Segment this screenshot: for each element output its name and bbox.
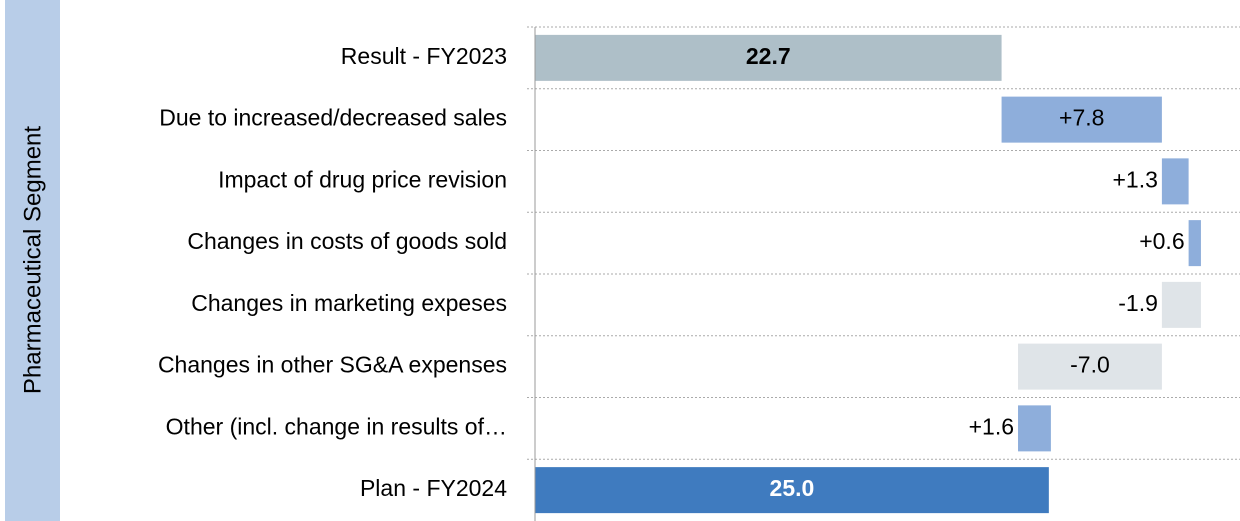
category-label: Changes in costs of goods sold bbox=[187, 228, 507, 254]
category-label: Impact of drug price revision bbox=[218, 166, 507, 192]
category-label: Changes in marketing expeses bbox=[191, 290, 507, 316]
value-label: -1.9 bbox=[1118, 290, 1158, 316]
bar bbox=[1161, 281, 1201, 328]
category-label: Other (incl. change in results of… bbox=[166, 413, 507, 439]
value-label: +7.8 bbox=[1059, 105, 1104, 131]
bar bbox=[535, 467, 1049, 514]
value-label: -7.0 bbox=[1070, 352, 1110, 378]
bar bbox=[535, 34, 1002, 81]
category-label: Changes in other SG&A expenses bbox=[158, 352, 507, 378]
bar bbox=[1188, 220, 1201, 267]
category-label: Due to increased/decreased sales bbox=[159, 105, 507, 131]
value-label: 25.0 bbox=[770, 475, 815, 501]
bar bbox=[1161, 158, 1189, 205]
category-label: Plan - FY2024 bbox=[360, 475, 507, 501]
value-label: +1.6 bbox=[969, 413, 1014, 439]
value-label: +0.6 bbox=[1139, 228, 1184, 254]
value-label: 22.7 bbox=[746, 43, 791, 69]
value-label: +1.3 bbox=[1112, 166, 1157, 192]
axis-label: Pharmaceutical Segment bbox=[19, 126, 46, 394]
axis-label-band bbox=[5, 0, 60, 521]
bar bbox=[1001, 96, 1162, 143]
bar bbox=[1018, 405, 1051, 452]
category-label: Result - FY2023 bbox=[341, 43, 507, 69]
bar bbox=[1018, 343, 1162, 390]
